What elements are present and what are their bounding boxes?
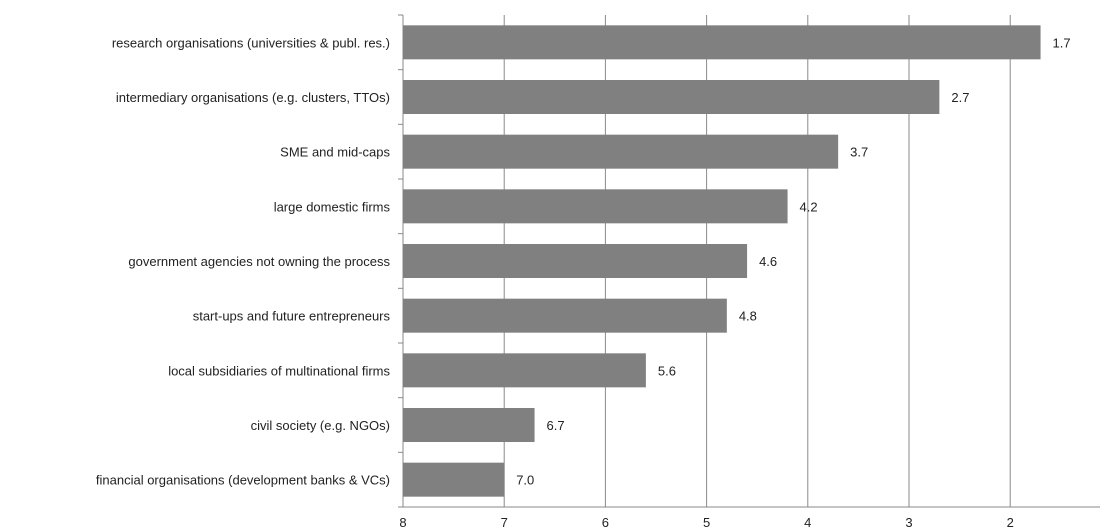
category-label: SME and mid-caps bbox=[280, 145, 390, 160]
value-label: 4.8 bbox=[739, 309, 757, 324]
x-tick-label: 6 bbox=[602, 515, 609, 530]
bar bbox=[403, 298, 727, 333]
bar bbox=[403, 80, 940, 114]
value-label: 5.6 bbox=[658, 363, 676, 378]
value-labels: 1.7 2.7 3.7 4.2 4.6 4.8 5.6 6.7 7.0 bbox=[516, 35, 1070, 487]
value-label: 1.7 bbox=[1053, 35, 1071, 50]
category-label: research organisations (universities & p… bbox=[112, 35, 390, 50]
value-label: 7.0 bbox=[516, 473, 534, 488]
bar bbox=[403, 353, 646, 388]
category-label: start-ups and future entrepreneurs bbox=[193, 309, 391, 324]
value-label: 4.2 bbox=[800, 199, 818, 214]
x-tick-label: 2 bbox=[1007, 515, 1014, 530]
x-tick-label: 8 bbox=[399, 515, 406, 530]
category-label: civil society (e.g. NGOs) bbox=[251, 418, 390, 433]
category-labels: research organisations (universities & p… bbox=[96, 35, 391, 487]
category-label: large domestic firms bbox=[274, 199, 391, 214]
category-label: intermediary organisations (e.g. cluster… bbox=[116, 90, 390, 105]
value-label: 3.7 bbox=[850, 145, 868, 160]
bar bbox=[403, 408, 535, 442]
value-label: 4.6 bbox=[759, 254, 777, 269]
bar bbox=[403, 244, 748, 278]
category-label: local subsidiaries of multinational firm… bbox=[168, 363, 390, 378]
bar bbox=[403, 462, 505, 497]
bar bbox=[403, 25, 1041, 60]
bar bbox=[403, 134, 839, 169]
bar bbox=[403, 189, 788, 224]
category-label: financial organisations (development ban… bbox=[96, 473, 390, 488]
x-tick-label: 3 bbox=[905, 515, 912, 530]
x-tick-label: 5 bbox=[703, 515, 710, 530]
category-label: government agencies not owning the proce… bbox=[128, 254, 390, 269]
x-tick-label: 7 bbox=[501, 515, 508, 530]
value-label: 6.7 bbox=[547, 418, 565, 433]
x-axis-ticks: 8 7 6 5 4 3 2 bbox=[399, 515, 1013, 530]
value-label: 2.7 bbox=[951, 90, 969, 105]
bars bbox=[403, 25, 1041, 497]
x-tick-label: 4 bbox=[804, 515, 811, 530]
